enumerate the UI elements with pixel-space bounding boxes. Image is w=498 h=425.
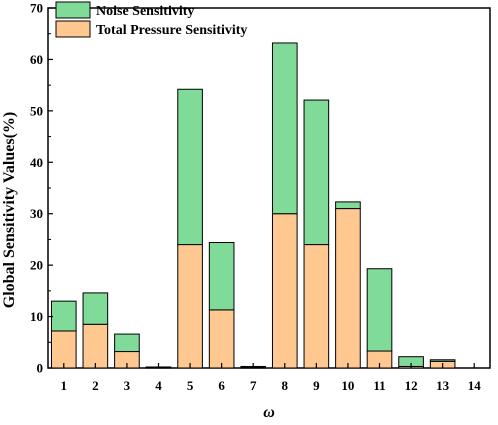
plot-frame [47, 7, 491, 369]
bar-noise-2 [82, 292, 109, 325]
bar-noise-6 [208, 242, 235, 311]
legend-swatch [55, 1, 91, 19]
y-tick-label: 10 [30, 309, 43, 324]
x-tick-label: 2 [92, 378, 99, 393]
x-tick-label: 8 [282, 378, 289, 393]
y-axis-title: Global Sensitivity Values(%) [1, 112, 18, 308]
y-tick-label: 40 [30, 155, 43, 170]
x-tick-label: 13 [436, 378, 450, 393]
x-tick-label: 5 [187, 378, 194, 393]
x-tick-label: 3 [124, 378, 131, 393]
x-tick-label: 10 [341, 378, 354, 393]
bar-noise-5 [177, 88, 203, 246]
legend: Noise Sensitivity Total Pressure Sensitiv… [55, 1, 247, 38]
y-tick-label: 30 [30, 206, 43, 221]
bar-total-pressure-6 [208, 309, 235, 369]
x-tick-label: 9 [313, 378, 320, 393]
legend-swatch [55, 20, 91, 38]
x-axis: 1 2 3 4 5 6 7 8 9 10 11 12 13 14 [61, 363, 482, 393]
bar-noise-8 [271, 42, 298, 215]
y-tick-label: 60 [30, 52, 43, 67]
legend-label: Total Pressure Sensitivity [96, 23, 247, 38]
bar-noise-3 [114, 333, 140, 353]
y-tick-label: 70 [30, 1, 43, 16]
bar-total-pressure-5 [177, 244, 203, 369]
x-tick-label: 6 [218, 378, 225, 393]
x-tick-label: 12 [405, 378, 418, 393]
y-tick-label: 0 [37, 361, 44, 376]
bar-total-pressure-10 [335, 208, 361, 369]
bar-total-pressure-8 [271, 213, 298, 369]
y-tick-label: 50 [30, 103, 43, 118]
bar-noise-13 [429, 359, 456, 362]
bar-noise-1 [50, 300, 77, 332]
bar-total-pressure-2 [82, 323, 109, 369]
x-tick-label: 4 [155, 378, 162, 393]
x-tick-label: 14 [468, 378, 482, 393]
y-axis: 0 10 20 30 40 50 60 70 [30, 1, 53, 376]
legend-label: Noise Sensitivity [96, 4, 194, 19]
y-tick-label: 20 [30, 258, 43, 273]
bar-total-pressure-1 [50, 330, 77, 369]
x-tick-label: 1 [61, 378, 68, 393]
x-tick-label: 11 [373, 378, 385, 393]
bar-noise-11 [366, 268, 393, 352]
plot-border [47, 7, 491, 369]
x-tick-label: 7 [250, 378, 257, 393]
bar-noise-9 [303, 99, 330, 246]
bars [50, 42, 456, 369]
bar-noise-10 [335, 201, 361, 210]
x-axis-title: ω [263, 404, 275, 421]
bar-total-pressure-9 [303, 244, 330, 369]
